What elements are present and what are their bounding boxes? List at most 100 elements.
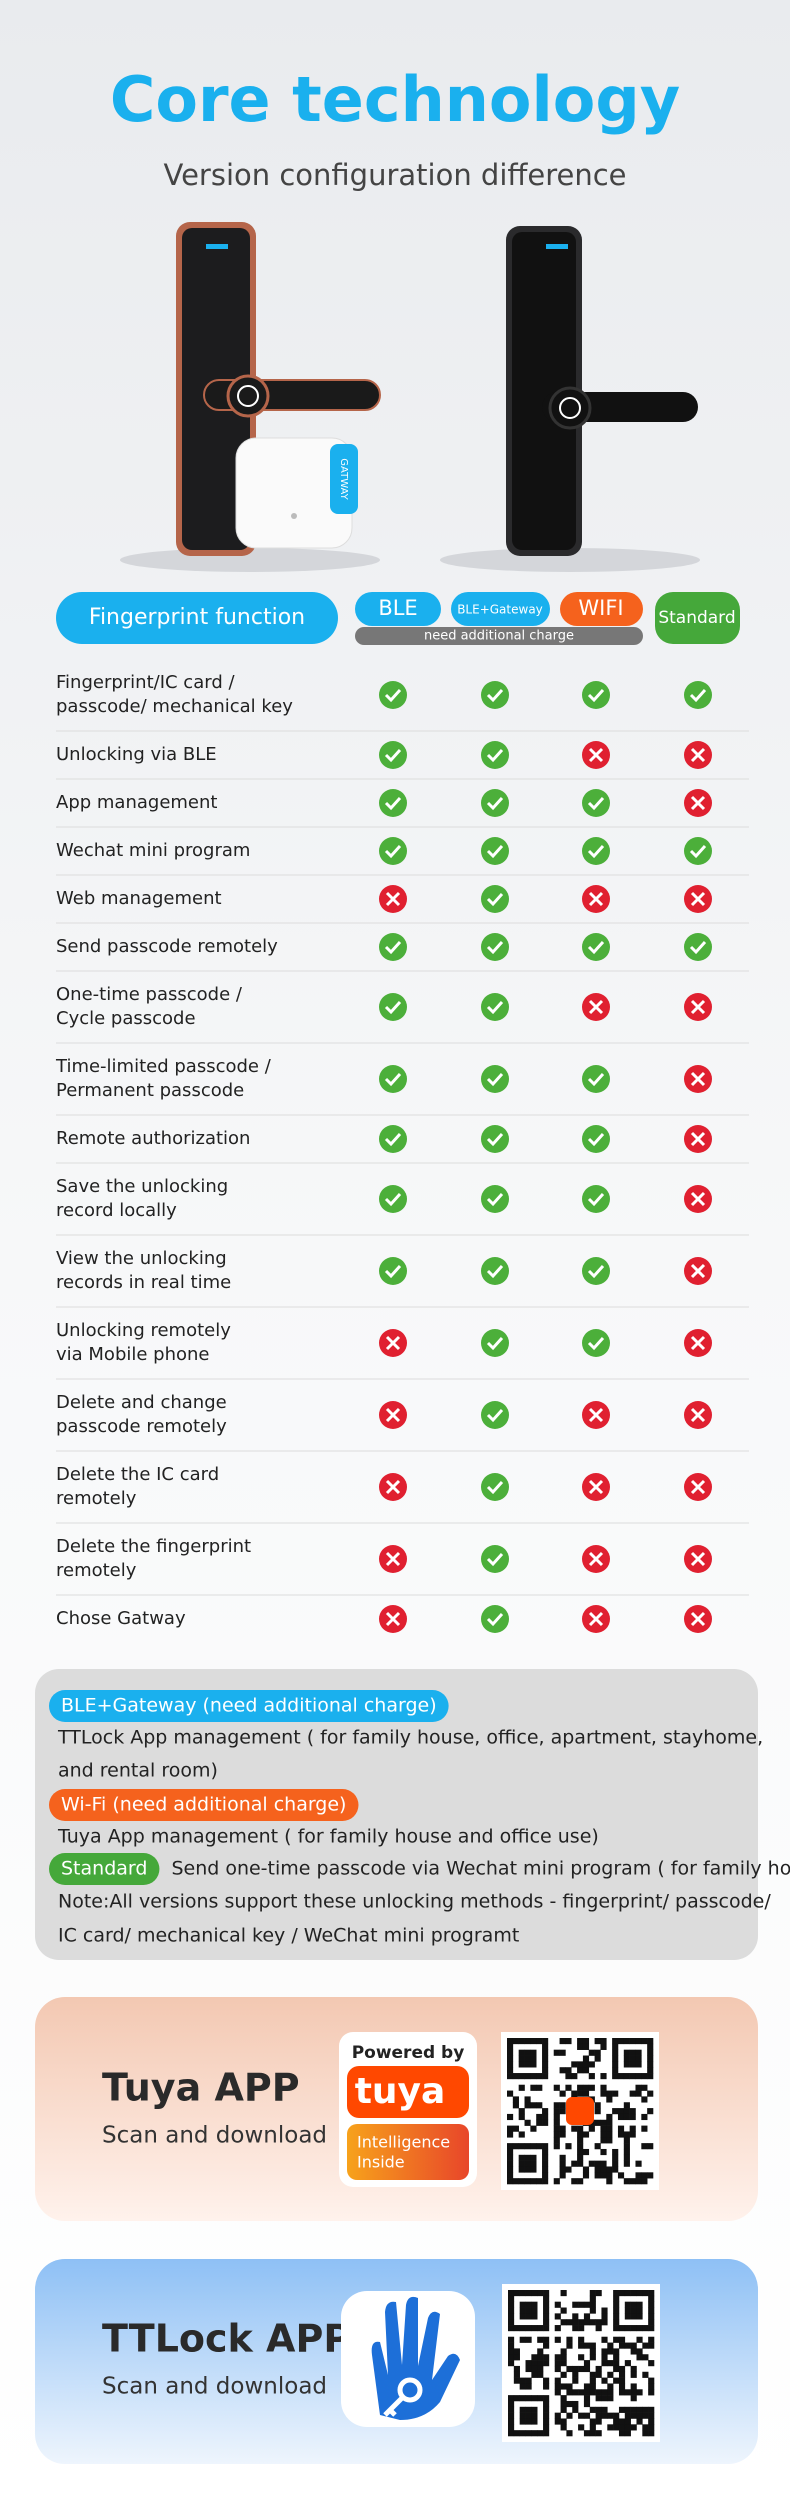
qr-cell <box>513 2371 520 2378</box>
qr-cell <box>648 2301 655 2308</box>
feature-label: remotely <box>56 1560 137 1581</box>
qr-cell <box>531 2307 538 2314</box>
qr-cell <box>560 2424 567 2431</box>
qr-cell <box>513 2348 520 2355</box>
qr-cell <box>606 2178 613 2185</box>
qr-cell <box>559 2067 566 2074</box>
qr-cell <box>607 2360 614 2367</box>
qr-cell <box>630 2348 637 2355</box>
qr-cell <box>507 2166 514 2173</box>
qr-cell <box>618 2325 626 2332</box>
qr-cell <box>508 2319 515 2326</box>
icon-glyph <box>486 1480 504 1495</box>
qr-cell <box>612 2108 619 2115</box>
qr-cell <box>583 2365 591 2373</box>
qr-cell <box>542 2067 549 2074</box>
icon-glyph <box>587 1192 605 1207</box>
qr-cell <box>559 2131 566 2138</box>
icon-glyph <box>588 1551 604 1567</box>
qr-cell <box>524 2143 531 2150</box>
qr-cell <box>594 2166 601 2173</box>
qr-cell <box>583 2313 591 2320</box>
qr-cell <box>518 2113 525 2121</box>
qr-cell <box>536 2102 543 2109</box>
qr-cell <box>636 2348 643 2355</box>
tuya-brand-box <box>347 2066 469 2118</box>
qr-cell <box>601 2313 608 2320</box>
qr-cell <box>612 2049 619 2056</box>
qr-cell <box>624 2412 631 2419</box>
qr-cell <box>518 2160 525 2167</box>
icon-glyph <box>486 892 504 907</box>
qr-cell <box>589 2342 596 2349</box>
qr-cell <box>612 2090 619 2097</box>
qr-cell <box>624 2424 631 2431</box>
icon-glyph <box>486 748 504 763</box>
qr-cell <box>629 2049 636 2056</box>
qr-cell <box>636 2313 643 2320</box>
qr-cell <box>566 2383 573 2390</box>
qr-cell <box>572 2319 579 2326</box>
cross-icon <box>684 1329 712 1357</box>
qr-cell <box>553 2108 560 2115</box>
qr-cell <box>636 2325 643 2332</box>
qr-cell <box>606 2113 613 2121</box>
qr-cell <box>518 2073 525 2080</box>
qr-cell <box>613 2295 620 2302</box>
qr-cell <box>525 2406 532 2413</box>
qr-cell <box>554 2377 561 2384</box>
qr-cell <box>571 2160 578 2167</box>
qr-cell <box>612 2038 619 2045</box>
qr-cell <box>537 2336 544 2343</box>
qr-cell <box>648 2418 655 2425</box>
qr-cell <box>507 2067 514 2074</box>
qr-cell <box>600 2166 607 2173</box>
qr-cell <box>530 2073 537 2080</box>
qr-cell <box>519 2301 526 2308</box>
qr-cell <box>642 2430 649 2437</box>
icon-glyph <box>486 688 504 703</box>
qr-cell <box>560 2371 567 2378</box>
qr-cell <box>578 2336 585 2343</box>
icon-glyph <box>689 844 707 859</box>
feature-header: Fingerprint function <box>89 605 305 630</box>
qr-cell <box>617 2131 625 2138</box>
col-header: BLE <box>378 596 417 620</box>
icon-circle <box>481 681 509 709</box>
qr-cell <box>618 2342 626 2349</box>
qr-cell <box>600 2148 607 2156</box>
icon-circle <box>481 1605 509 1633</box>
qr-cell <box>578 2354 585 2361</box>
icon-glyph <box>486 1132 504 1147</box>
qr-cell <box>530 2084 537 2091</box>
col-pill <box>655 592 740 644</box>
qr-cell <box>582 2043 590 2050</box>
feature-label: Unlocking remotely <box>56 1320 231 1341</box>
icon-glyph <box>486 1264 504 1279</box>
qr-cell <box>566 2400 573 2408</box>
qr-cell <box>629 2113 636 2121</box>
qr-cell <box>559 2090 566 2097</box>
qr-cell <box>530 2038 537 2045</box>
qr-cell <box>578 2342 585 2349</box>
qr-cell <box>617 2125 625 2132</box>
qr-cell <box>589 2301 596 2308</box>
qr-cell <box>624 2290 631 2297</box>
qr-cell <box>641 2084 648 2091</box>
qr-cell <box>524 2073 531 2080</box>
feature-label: Wechat mini program <box>56 840 250 861</box>
qr-cell <box>519 2377 526 2384</box>
ttlock-logo <box>341 2291 475 2427</box>
icon-glyph <box>588 1611 604 1627</box>
qr-cell <box>508 2313 515 2320</box>
qr-cell <box>629 2131 636 2138</box>
qr-cell <box>601 2319 608 2326</box>
qr-cell <box>537 2354 544 2361</box>
qr-cell <box>531 2418 538 2425</box>
col-header: BLE+Gateway <box>457 603 543 617</box>
icon-circle <box>379 933 407 961</box>
gateway-label: GATWAY <box>338 458 349 500</box>
qr-cell <box>524 2038 531 2045</box>
qr-cell <box>635 2055 642 2062</box>
qr-cell <box>508 2406 515 2413</box>
